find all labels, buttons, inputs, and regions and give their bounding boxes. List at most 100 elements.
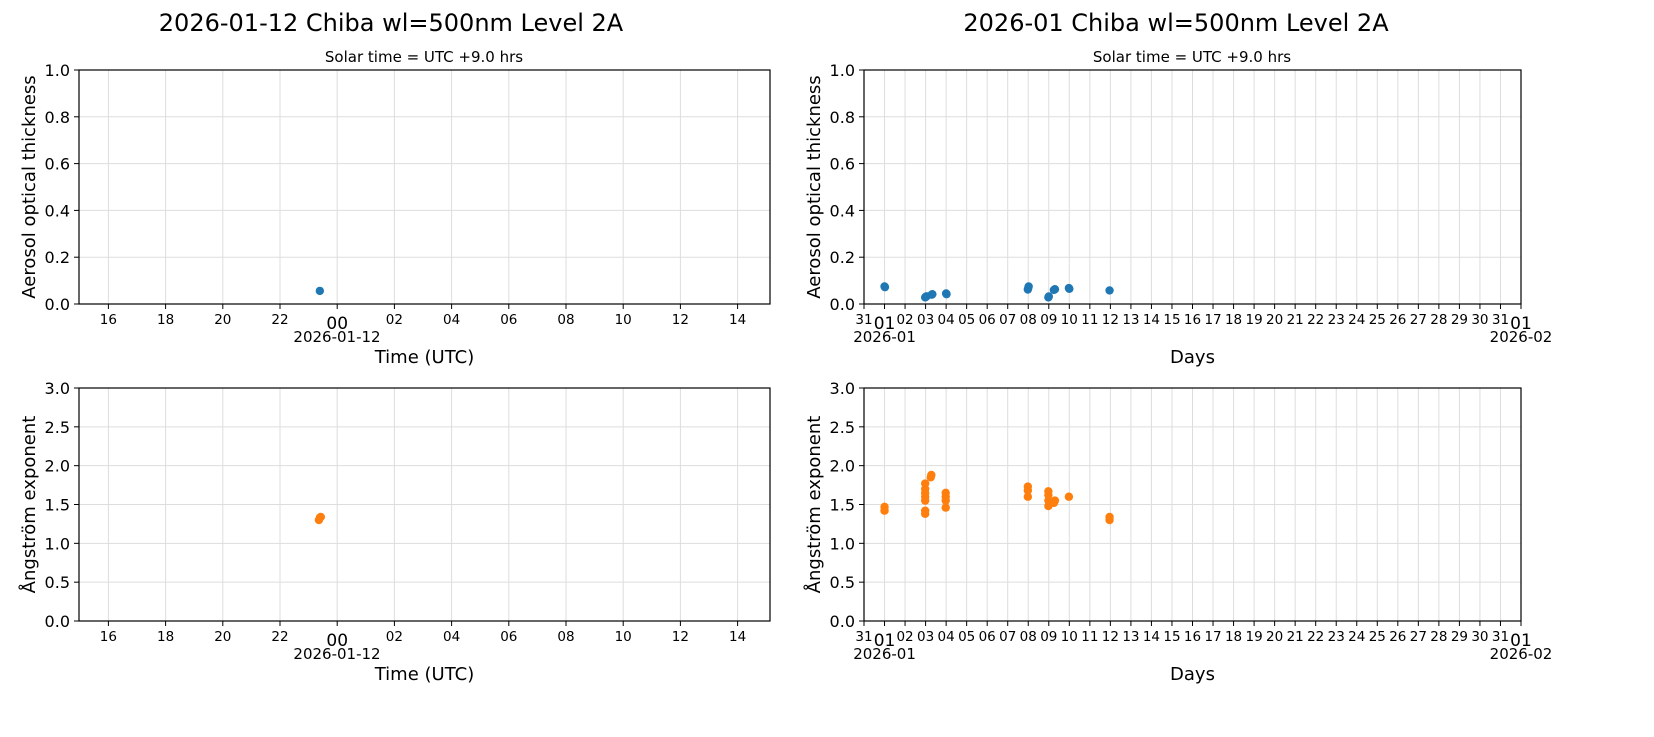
x-tick-label: 15 bbox=[1163, 312, 1180, 328]
data-point bbox=[315, 286, 325, 296]
data-point bbox=[880, 282, 890, 292]
y-tick-label: 0.0 bbox=[45, 295, 70, 314]
x-tick-label: 01 bbox=[874, 631, 896, 651]
y-axis-ticks: 0.0 0.2 0.4 0.6 0.8 1.0 bbox=[45, 61, 79, 314]
y-tick-label: 0.5 bbox=[830, 573, 855, 592]
y-tick-label: 0.8 bbox=[830, 108, 855, 127]
y-tick-label: 0.2 bbox=[45, 248, 70, 267]
x-tick-label: 08 bbox=[557, 629, 574, 645]
x-tick-label: 19 bbox=[1246, 629, 1263, 645]
x-tick-label: 20 bbox=[1266, 629, 1283, 645]
x-axis-label: Time (UTC) bbox=[374, 664, 475, 685]
data-point bbox=[920, 506, 930, 515]
y-tick-label: 0.4 bbox=[45, 201, 70, 220]
data-point bbox=[1105, 512, 1114, 522]
x-tick-label: 20 bbox=[214, 629, 231, 645]
x-tick-label: 21 bbox=[1287, 312, 1304, 328]
x-tick-label: 30 bbox=[1471, 312, 1488, 328]
x-tick-label: 07 bbox=[999, 312, 1016, 328]
data-point bbox=[1023, 482, 1033, 491]
gridlines bbox=[79, 387, 770, 622]
x-tick-label: 11 bbox=[1081, 312, 1098, 328]
data-point bbox=[941, 488, 950, 498]
x-date-label: 2026-01-12 bbox=[293, 645, 380, 663]
x-tick-label: 14 bbox=[729, 312, 746, 328]
y-axis-ticks: 0.0 0.2 0.4 0.6 0.8 1.0 bbox=[830, 61, 864, 314]
data-point bbox=[1044, 292, 1053, 301]
y-tick-label: 0.6 bbox=[45, 155, 70, 174]
x-tick-label: 16 bbox=[1184, 312, 1201, 328]
x-tick-label: 06 bbox=[979, 312, 996, 328]
x-tick-label: 08 bbox=[1020, 629, 1037, 645]
right-figure-title: 2026-01 Chiba wl=500nm Level 2A bbox=[963, 9, 1389, 37]
x-tick-label: 10 bbox=[615, 629, 632, 645]
axes-frame bbox=[78, 387, 771, 622]
x-tick-label: 02 bbox=[386, 312, 403, 328]
x-tick-label: 14 bbox=[1143, 629, 1160, 645]
gridlines bbox=[863, 69, 1522, 305]
x-tick-label: 08 bbox=[557, 312, 574, 328]
y-tick-label: 1.5 bbox=[830, 496, 855, 515]
gridlines bbox=[863, 387, 1522, 622]
x-tick-label: 18 bbox=[1225, 629, 1242, 645]
x-tick-label: 02 bbox=[386, 629, 403, 645]
x-end-month-label: 2026-02 bbox=[1490, 645, 1553, 663]
x-tick-label: 05 bbox=[958, 629, 975, 645]
monthly-aot-chart: 0.00.20.40.60.81.031 01 02 03 04 05 06 07 08 09 10… bbox=[804, 61, 1552, 368]
y-tick-label: 0.0 bbox=[45, 612, 70, 631]
daily-aot-chart: 0.0 0.2 0.4 0.6 0.8 1.0 16 18 20 22 00 02 04 06 08 10 12… bbox=[19, 61, 771, 368]
y-tick-label: 0.4 bbox=[830, 201, 855, 220]
axes-frame bbox=[863, 387, 1522, 622]
y-axis-label: Ångström exponent bbox=[18, 416, 40, 594]
x-tick-label: 14 bbox=[729, 629, 746, 645]
y-tick-label: 0.0 bbox=[830, 295, 855, 314]
x-tick-label: 24 bbox=[1348, 312, 1365, 328]
data-points bbox=[314, 512, 325, 525]
x-tick-label: 31 bbox=[855, 312, 872, 328]
x-axis-label: Days bbox=[1170, 664, 1215, 685]
x-tick-label: 18 bbox=[157, 629, 174, 645]
x-tick-label: 16 bbox=[100, 312, 117, 328]
x-tick-label: 16 bbox=[1184, 629, 1201, 645]
x-tick-label: 03 bbox=[917, 629, 934, 645]
data-point bbox=[1050, 496, 1060, 505]
y-tick-label: 1.0 bbox=[45, 534, 70, 553]
gridlines bbox=[79, 69, 770, 305]
x-tick-label: 09 bbox=[1040, 312, 1057, 328]
y-axis-ticks: 0.0 0.5 1.0 1.5 2.0 2.5 3.0 bbox=[45, 379, 79, 631]
x-tick-label: 18 bbox=[157, 312, 174, 328]
x-tick-label: 20 bbox=[214, 312, 231, 328]
data-point bbox=[942, 289, 951, 299]
data-points bbox=[315, 286, 325, 296]
x-tick-label: 19 bbox=[1246, 312, 1263, 328]
y-tick-label: 1.0 bbox=[830, 61, 855, 80]
y-tick-label: 0.0 bbox=[830, 612, 855, 631]
x-tick-label: 05 bbox=[958, 312, 975, 328]
x-tick-label: 13 bbox=[1122, 629, 1139, 645]
x-tick-label: 22 bbox=[271, 629, 288, 645]
x-tick-label: 01 bbox=[874, 314, 896, 334]
x-tick-label: 04 bbox=[938, 312, 955, 328]
x-tick-label: 08 bbox=[1020, 312, 1037, 328]
data-point bbox=[1024, 282, 1033, 291]
data-point bbox=[920, 479, 930, 488]
x-tick-label: 25 bbox=[1369, 629, 1386, 645]
x-tick-label: 10 bbox=[1061, 629, 1078, 645]
data-point bbox=[1050, 285, 1060, 294]
x-tick-label: 12 bbox=[672, 629, 689, 645]
x-tick-label: 25 bbox=[1369, 312, 1386, 328]
x-tick-label: 07 bbox=[999, 629, 1016, 645]
y-tick-label: 0.5 bbox=[45, 573, 70, 592]
data-point bbox=[1044, 487, 1053, 496]
x-tick-label: 21 bbox=[1287, 629, 1304, 645]
x-tick-label: 03 bbox=[917, 312, 934, 328]
x-tick-label: 11 bbox=[1081, 629, 1098, 645]
x-tick-label: 04 bbox=[443, 629, 460, 645]
data-point bbox=[880, 502, 889, 512]
x-tick-label: 01 bbox=[1510, 314, 1532, 334]
y-tick-label: 0.8 bbox=[45, 108, 70, 127]
x-tick-label: 17 bbox=[1204, 629, 1221, 645]
x-tick-label: 02 bbox=[896, 629, 913, 645]
x-tick-label: 06 bbox=[979, 629, 996, 645]
